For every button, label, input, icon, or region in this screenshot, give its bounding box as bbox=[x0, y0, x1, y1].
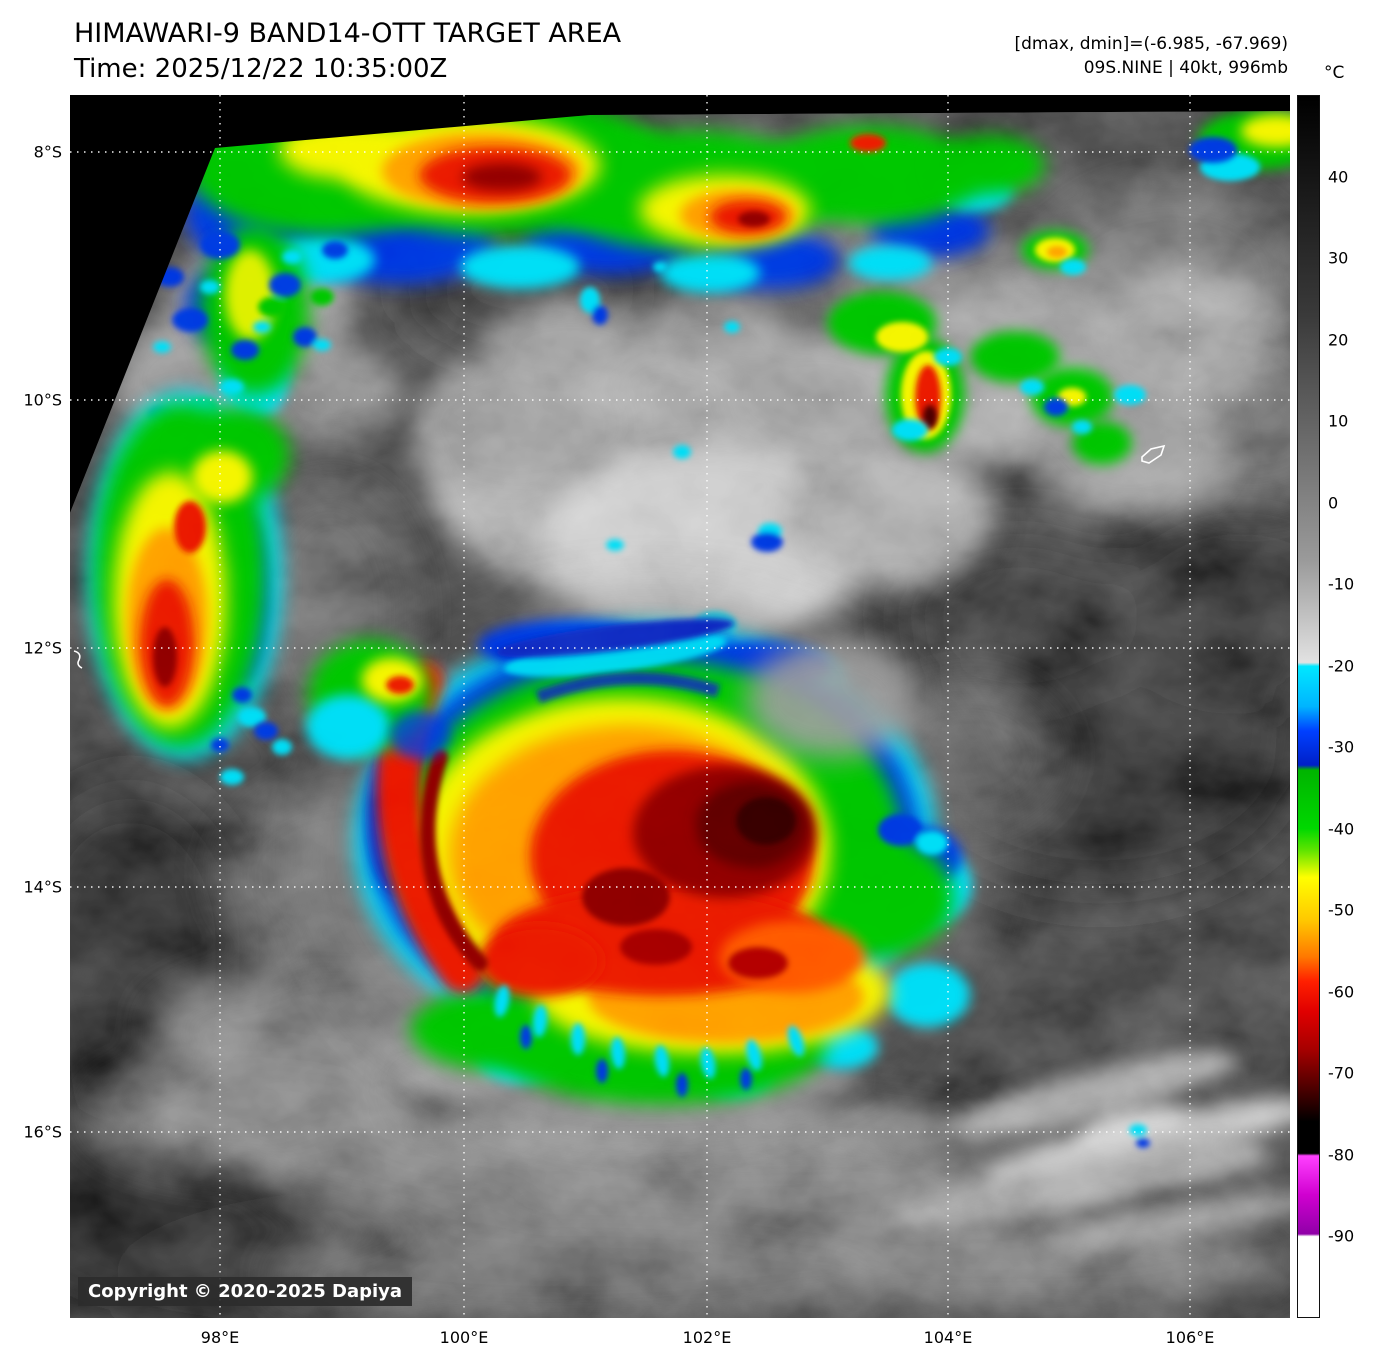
satellite-map-plot: Copyright © 2020-2025 Dapiya bbox=[70, 95, 1290, 1318]
dmax-dmin-readout: [dmax, dmin]=(-6.985, -67.969) bbox=[1014, 34, 1289, 54]
timestamp: Time: 2025/12/22 10:35:00Z bbox=[74, 54, 448, 84]
temperature-colorbar bbox=[1297, 95, 1320, 1318]
lat-tick-label: 12°S bbox=[23, 638, 62, 658]
lon-tick-label: 106°E bbox=[1165, 1328, 1215, 1347]
colorbar-tick-label: 20 bbox=[1328, 330, 1349, 350]
page-title: HIMAWARI-9 BAND14-OTT TARGET AREA bbox=[74, 18, 622, 49]
colorbar-tick-label: 10 bbox=[1328, 411, 1349, 431]
lat-tick-label: 14°S bbox=[23, 877, 62, 897]
coastline-outlines bbox=[73, 444, 1166, 669]
colorbar-tick-label: -10 bbox=[1328, 574, 1355, 594]
colorbar-unit-label: °C bbox=[1324, 63, 1345, 83]
satellite-ir-image bbox=[70, 95, 1290, 1318]
copyright-badge: Copyright © 2020-2025 Dapiya bbox=[78, 1277, 413, 1306]
colorbar-tick-label: -40 bbox=[1328, 819, 1355, 839]
lon-tick-label: 98°E bbox=[200, 1328, 240, 1347]
lat-tick-label: 10°S bbox=[23, 390, 62, 410]
colorbar-tick-label: 0 bbox=[1328, 493, 1339, 513]
lat-tick-label: 16°S bbox=[23, 1122, 62, 1142]
lon-tick-label: 100°E bbox=[439, 1328, 489, 1347]
colorbar-tick-label: 30 bbox=[1328, 248, 1349, 268]
colorbar-tick-label: 40 bbox=[1328, 167, 1349, 187]
storm-id-intensity: 09S.NINE | 40kt, 996mb bbox=[1083, 58, 1288, 78]
colorbar-tick-label: -50 bbox=[1328, 900, 1355, 920]
colorbar-tick-label: -30 bbox=[1328, 737, 1355, 757]
colorbar-tick-label: -70 bbox=[1328, 1063, 1355, 1083]
latlon-grid bbox=[70, 95, 1290, 1318]
lon-tick-label: 104°E bbox=[923, 1328, 973, 1347]
colorbar-tick-label: -90 bbox=[1328, 1226, 1355, 1246]
lat-tick-label: 8°S bbox=[33, 142, 62, 162]
lon-tick-label: 102°E bbox=[682, 1328, 732, 1347]
colorbar-tick-label: -60 bbox=[1328, 982, 1355, 1002]
colorbar-tick-label: -20 bbox=[1328, 656, 1355, 676]
colorbar-tick-label: -80 bbox=[1328, 1145, 1355, 1165]
imagery-layers bbox=[70, 111, 1290, 1318]
